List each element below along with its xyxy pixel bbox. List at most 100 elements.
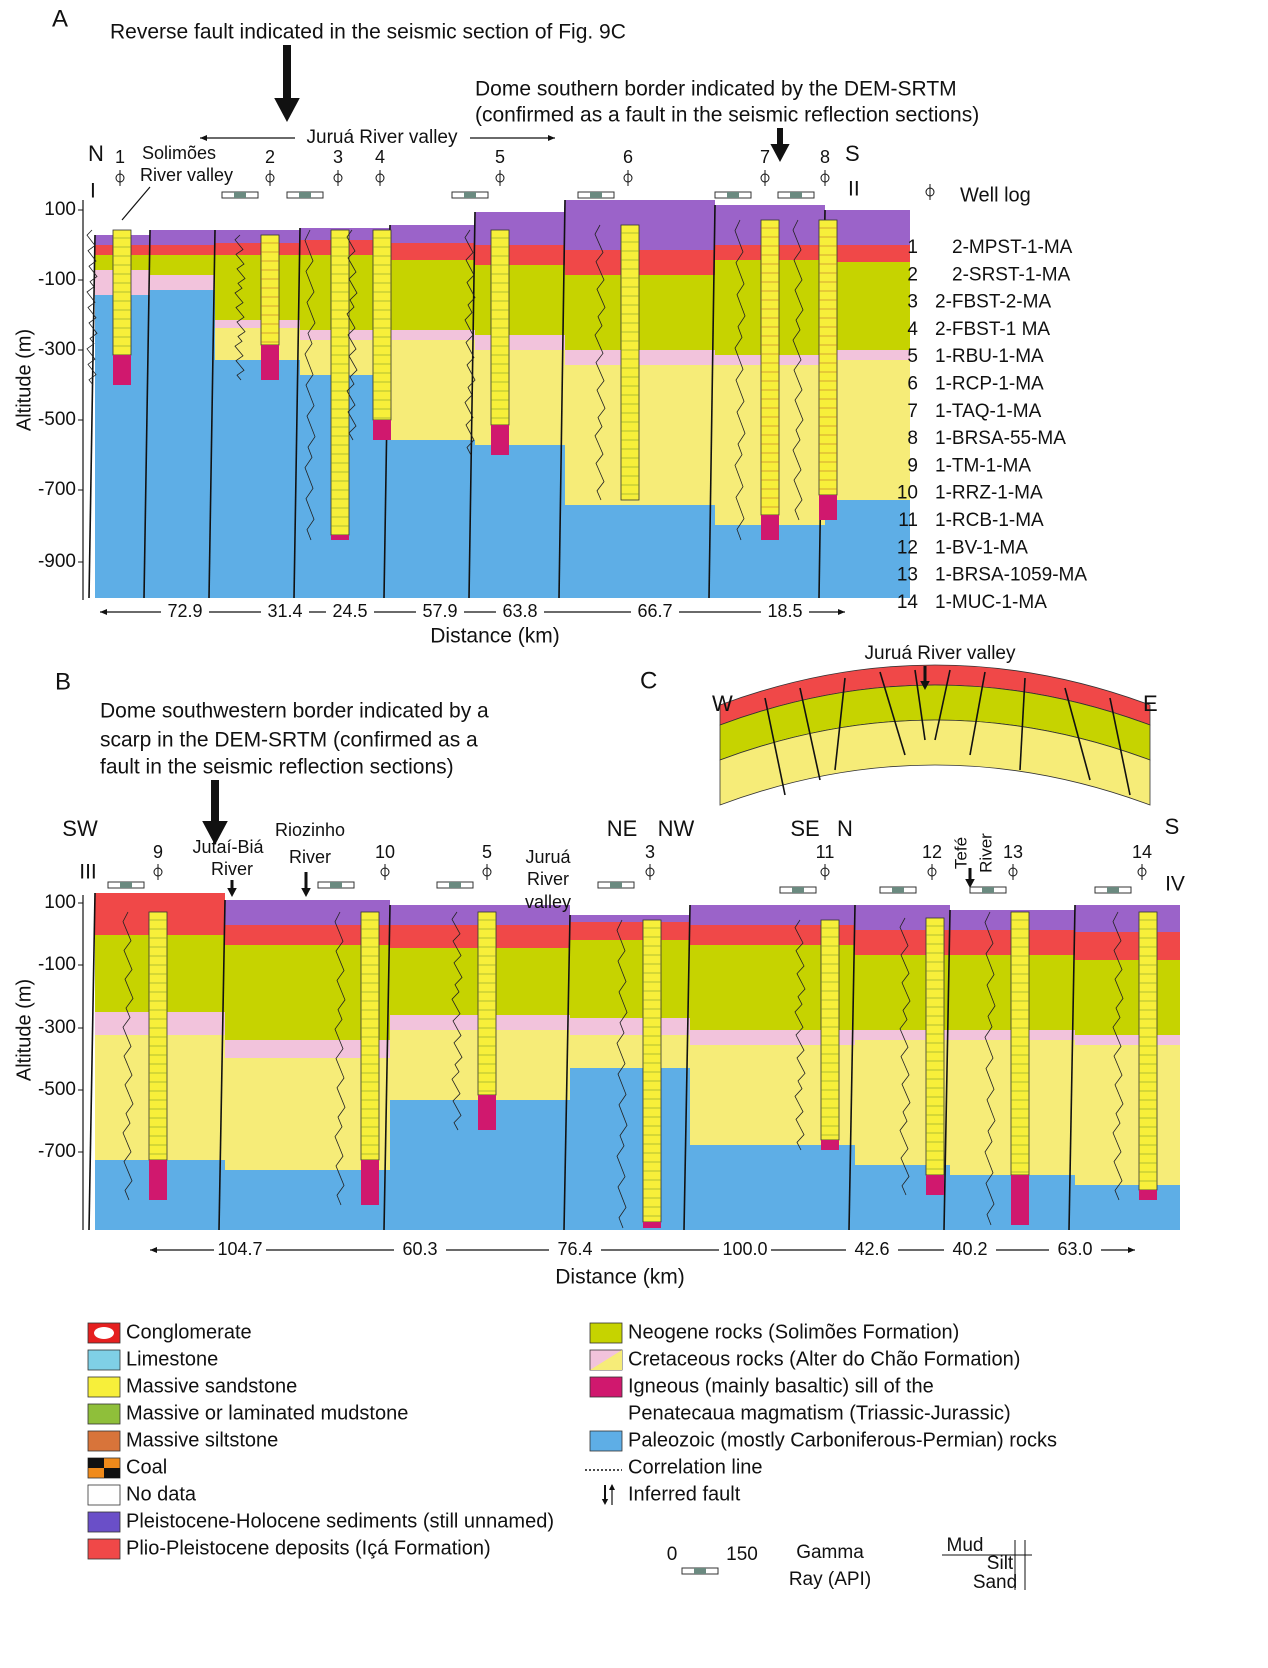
well-list-name: 1-MUC-1-MA bbox=[935, 592, 1047, 613]
grain-label: Mud bbox=[947, 1535, 984, 1556]
gamma-scale bbox=[727, 192, 739, 198]
x-axis-label: Distance (km) bbox=[430, 625, 560, 648]
y-tick-label: -100 bbox=[38, 954, 76, 975]
pleistocene-layer bbox=[390, 225, 475, 243]
well-list-name: 1-RCP-1-MA bbox=[935, 374, 1044, 395]
well-column bbox=[621, 225, 639, 500]
place-label: River valley bbox=[140, 165, 233, 185]
paleozoic-layer bbox=[1075, 1185, 1180, 1230]
sill-column bbox=[819, 495, 837, 520]
gamma-scale bbox=[982, 887, 994, 893]
place-label: 13 bbox=[1003, 842, 1023, 862]
legend-label: Conglomerate bbox=[126, 1321, 252, 1343]
legend-swatch bbox=[88, 1485, 120, 1505]
neogene-layer bbox=[475, 265, 565, 335]
gamma-scale bbox=[234, 192, 246, 198]
well-column bbox=[821, 920, 839, 1140]
legend-label: Coal bbox=[126, 1456, 167, 1478]
scale-label: 0 bbox=[667, 1544, 678, 1565]
annotation: Dome southwestern border indicated by a bbox=[100, 700, 489, 723]
y-axis-label: Altitude (m) bbox=[13, 979, 35, 1081]
neogene-layer bbox=[150, 255, 215, 275]
neogene-layer bbox=[825, 262, 910, 350]
well-list-name: 1-BRSA-1059-MA bbox=[935, 565, 1087, 586]
place-label: N bbox=[837, 816, 853, 841]
gamma-scale bbox=[610, 882, 622, 888]
section-marker: I bbox=[90, 180, 96, 203]
pleistocene-layer bbox=[475, 212, 565, 245]
direction: E bbox=[1143, 691, 1158, 716]
arrow-head bbox=[1128, 1247, 1135, 1253]
pleistocene-layer bbox=[570, 915, 690, 922]
gamma-scale bbox=[694, 1568, 706, 1574]
place-label: River bbox=[289, 847, 331, 867]
section-marker: II bbox=[848, 178, 860, 201]
legend-swatch bbox=[88, 1539, 120, 1559]
legend-label: Inferred fault bbox=[628, 1483, 741, 1505]
cretaceous-layer bbox=[150, 275, 215, 290]
sill-column bbox=[761, 515, 779, 540]
well-list-number: 3 bbox=[907, 292, 918, 313]
well-column bbox=[1139, 912, 1157, 1190]
plio-layer bbox=[825, 245, 910, 262]
well-list-number: 7 bbox=[907, 401, 918, 422]
sill-column bbox=[491, 425, 509, 455]
legend-swatch bbox=[88, 1404, 120, 1424]
place-label: Juruá bbox=[525, 847, 571, 867]
place-label: 9 bbox=[153, 842, 163, 862]
paleozoic-layer bbox=[390, 440, 475, 598]
plio-layer bbox=[215, 243, 300, 255]
well-number: 6 bbox=[623, 147, 633, 167]
distance-label: 42.6 bbox=[854, 1239, 889, 1259]
plio-layer bbox=[570, 922, 690, 940]
well-list-number: 13 bbox=[897, 565, 918, 586]
well-column bbox=[149, 912, 167, 1160]
annotation: (confirmed as a fault in the seismic ref… bbox=[475, 104, 979, 127]
paleozoic-layer bbox=[475, 445, 565, 598]
scale-label: 150 bbox=[726, 1544, 758, 1565]
sandstone-layer bbox=[390, 340, 475, 440]
distance-label: 31.4 bbox=[267, 601, 302, 621]
well-number: 7 bbox=[760, 147, 770, 167]
y-tick-label: -500 bbox=[38, 409, 76, 430]
well-list-name: 1-BRSA-55-MA bbox=[935, 428, 1066, 449]
neogene-layer bbox=[215, 255, 300, 320]
y-tick-label: -700 bbox=[38, 479, 76, 500]
place-label: 12 bbox=[922, 842, 942, 862]
sill-column bbox=[331, 535, 349, 540]
valley-label: Juruá River valley bbox=[307, 127, 458, 148]
sandstone-layer bbox=[215, 328, 300, 360]
distance-label: 63.8 bbox=[502, 601, 537, 621]
distance-label: 76.4 bbox=[557, 1239, 592, 1259]
arrow-head bbox=[301, 888, 311, 897]
sill-column bbox=[478, 1095, 496, 1130]
legend-label: Paleozoic (mostly Carboniferous-Permian)… bbox=[628, 1429, 1057, 1451]
well-list-number: 10 bbox=[897, 483, 918, 504]
annotation: scarp in the DEM-SRTM (confirmed as a bbox=[100, 729, 478, 752]
arrow bbox=[122, 187, 150, 220]
legend-swatch bbox=[88, 1350, 120, 1370]
place-label: SE bbox=[790, 816, 819, 841]
y-tick-label: -300 bbox=[38, 1017, 76, 1038]
arrow-head bbox=[602, 1499, 608, 1505]
y-tick-label: -300 bbox=[38, 339, 76, 360]
arrow-head bbox=[200, 135, 207, 141]
neogene-layer bbox=[390, 260, 475, 330]
cretaceous-layer bbox=[1075, 1035, 1180, 1045]
legend-swatch bbox=[88, 1431, 120, 1451]
place-label: 10 bbox=[375, 842, 395, 862]
legend-label: Pleistocene-Holocene sediments (still un… bbox=[126, 1510, 554, 1532]
legend-label: Igneous (mainly basaltic) sill of the bbox=[628, 1375, 934, 1397]
arrow-head bbox=[838, 609, 845, 615]
gamma-scale bbox=[120, 882, 132, 888]
panel-label: B bbox=[55, 668, 71, 695]
gamma-scale bbox=[299, 192, 311, 198]
sandstone-layer bbox=[570, 1035, 690, 1068]
distance-label: 57.9 bbox=[422, 601, 457, 621]
sill-column bbox=[1139, 1190, 1157, 1200]
well-list-number: 6 bbox=[907, 374, 918, 395]
well-column bbox=[478, 912, 496, 1095]
well-list-name: 1-BV-1-MA bbox=[935, 537, 1028, 558]
arrow-head bbox=[770, 144, 789, 162]
arrow-head bbox=[227, 888, 237, 897]
